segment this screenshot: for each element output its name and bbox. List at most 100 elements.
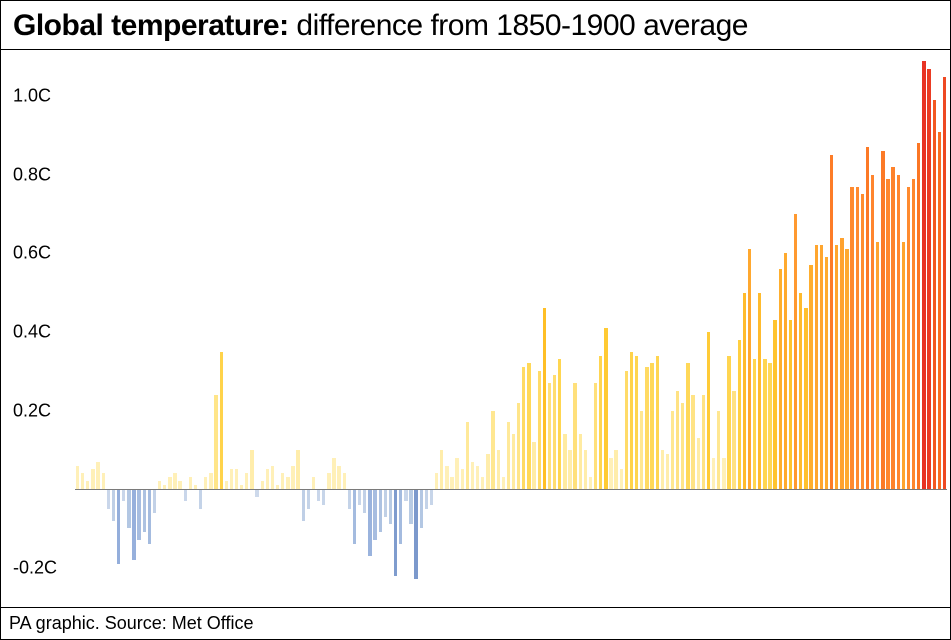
bar [871,175,874,489]
bar [281,473,284,489]
bar [784,253,787,489]
bar [686,363,689,489]
bar [81,473,84,489]
bar [773,320,776,489]
bar [230,469,233,489]
bar [815,245,818,489]
bar [471,462,474,490]
bar [620,469,623,489]
y-tick-label: 0.6C [13,243,51,264]
bar [614,450,617,489]
bar [148,489,151,544]
bar [343,473,346,489]
bar [127,489,130,528]
bar [368,489,371,556]
bar [178,481,181,489]
bar [296,450,299,489]
bar [732,391,735,489]
bar [425,489,428,509]
bar [702,395,705,489]
bar [548,383,551,489]
bar [589,477,592,489]
bar [604,328,607,489]
bar [199,489,202,509]
bar [404,489,407,501]
bar [379,489,382,532]
bar [389,489,392,524]
bar [907,187,910,490]
bar [850,187,853,490]
bar [743,293,746,489]
bar [897,175,900,489]
bar [373,489,376,540]
bar [645,367,648,489]
bar [122,489,125,501]
bar [173,473,176,489]
bar [455,458,458,489]
bar [522,367,525,489]
bar [912,179,915,489]
bar [933,100,936,489]
chart-title: Global temperature: difference from 1850… [13,9,748,43]
bar [322,489,325,505]
bar [476,466,479,490]
bar [845,249,848,489]
bar [789,320,792,489]
bar [255,489,258,497]
bar [830,155,833,489]
bar [563,434,566,489]
bar [681,403,684,489]
bar [414,489,417,579]
bar [876,242,879,490]
bar [866,147,869,489]
bar [245,473,248,489]
bar [117,489,120,564]
bar [184,489,187,501]
bar [220,352,223,490]
bar [738,340,741,489]
bar [804,308,807,489]
bar [553,375,556,489]
bar [753,359,756,489]
bar [820,245,823,489]
bar [599,356,602,490]
bar [630,352,633,490]
bar [204,477,207,489]
title-rest: difference from 1850-1900 average [289,9,748,42]
bar [707,332,710,489]
bar [640,411,643,490]
bar [302,489,305,520]
bar [399,489,402,544]
bar [440,450,443,489]
bar [891,167,894,489]
y-tick-label: -0.2C [13,557,57,578]
bar [712,458,715,489]
bar [727,356,730,490]
chart-frame: Global temperature: difference from 1850… [0,0,951,640]
bar [337,466,340,490]
bar [481,477,484,489]
bar [579,434,582,489]
bar [779,269,782,489]
bar [450,477,453,489]
y-tick-label: 0.4C [13,321,51,342]
bar [435,473,438,489]
bar [717,411,720,490]
bar [532,442,535,489]
bar [312,477,315,489]
bar [917,143,920,489]
bar [799,293,802,489]
bar [656,356,659,490]
bar [512,434,515,489]
bar [676,391,679,489]
bar [943,77,946,490]
bar [137,489,140,540]
bar [445,466,448,490]
source-text: PA graphic. Source: Met Office [9,613,253,634]
title-bold: Global temperature: [13,9,289,42]
bar [691,395,694,489]
bar [697,438,700,489]
bar [153,489,156,513]
bar [286,477,289,489]
bar [107,489,110,509]
